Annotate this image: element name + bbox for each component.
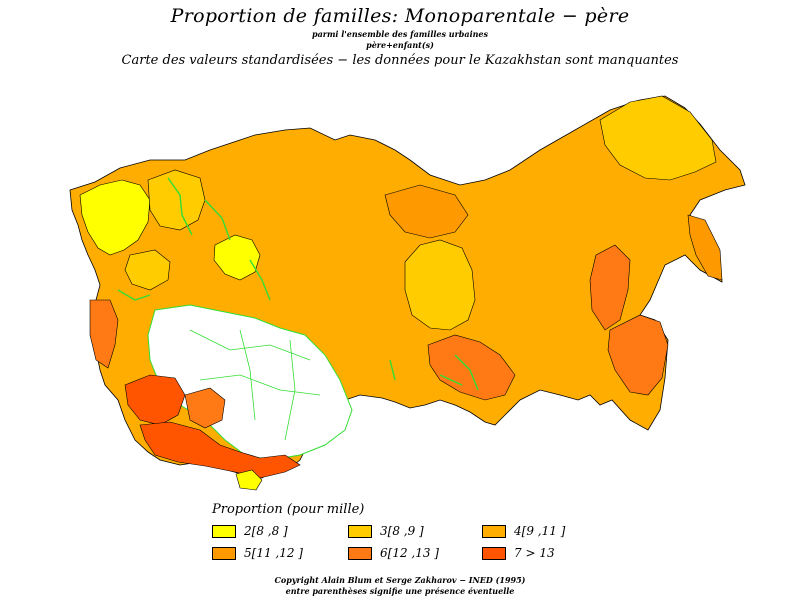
legend-label-class-4: 4[9 ,11 ] — [514, 524, 566, 538]
region-northwest-yellow — [79, 179, 151, 256]
region-chukotka — [599, 95, 717, 181]
region-center-yellow — [213, 234, 261, 281]
legend-title: Proportion (pour mille) — [212, 502, 365, 517]
region-west-light-2 — [124, 249, 171, 291]
choropleth-map — [69, 95, 746, 491]
legend-label-class-3: 3[8 ,9 ] — [380, 524, 424, 538]
legend-swatch-class-3 — [348, 524, 372, 538]
legend-label-class-6: 6[12 ,13 ] — [380, 546, 439, 560]
region-caucasus-west — [124, 374, 186, 426]
parentheses-note: entre parenthèses signifie une présence … — [285, 586, 515, 596]
region-south-red — [139, 421, 301, 479]
map-subtitle-population: parmi l'ensemble des familles urbaines — [311, 29, 489, 39]
region-krasnoyarsk — [404, 239, 476, 331]
legend-label-class-2: 2[8 ,8 ] — [244, 524, 288, 538]
legend-swatch-class-6 — [348, 546, 372, 560]
legend-item-class-2: 2[8 ,8 ] — [212, 522, 288, 540]
legend-item-class-5: 5[11 ,12 ] — [212, 544, 303, 562]
map-caption: Carte des valeurs standardisées − les do… — [121, 53, 679, 68]
legend-swatch-class-7 — [482, 546, 506, 560]
region-khabarovsk-south — [607, 314, 669, 396]
legend-label-class-7: 7 > 13 — [514, 546, 555, 560]
legend-item-class-4: 4[9 ,11 ] — [482, 522, 565, 540]
region-amur — [589, 244, 631, 331]
region-west-light — [147, 169, 206, 231]
rivers — [117, 177, 479, 391]
legend-item-class-7: 7 > 13 — [482, 544, 555, 562]
legend-swatch-class-5 — [212, 546, 236, 560]
kazakhstan-internal-borders — [189, 329, 321, 441]
region-north-darker — [384, 184, 469, 239]
legend-item-class-6: 6[12 ,13 ] — [348, 544, 439, 562]
map-title: Proportion de familles: Monoparentale − … — [170, 5, 630, 27]
region-caucasus-east — [184, 387, 226, 429]
region-irkutsk — [427, 334, 516, 401]
legend-swatch-class-4 — [482, 524, 506, 538]
region-west-strip — [89, 299, 119, 369]
map-subtitle-family-type: père+enfant(s) — [366, 40, 434, 50]
region-south-yellow — [235, 469, 263, 491]
legend-swatch-class-2 — [212, 524, 236, 538]
copyright-note: Copyright Alain Blum et Serge Zakharov −… — [274, 575, 526, 585]
legend-item-class-3: 3[8 ,9 ] — [348, 522, 424, 540]
region-kamchatka — [687, 214, 723, 281]
legend-label-class-5: 5[11 ,12 ] — [244, 546, 303, 560]
